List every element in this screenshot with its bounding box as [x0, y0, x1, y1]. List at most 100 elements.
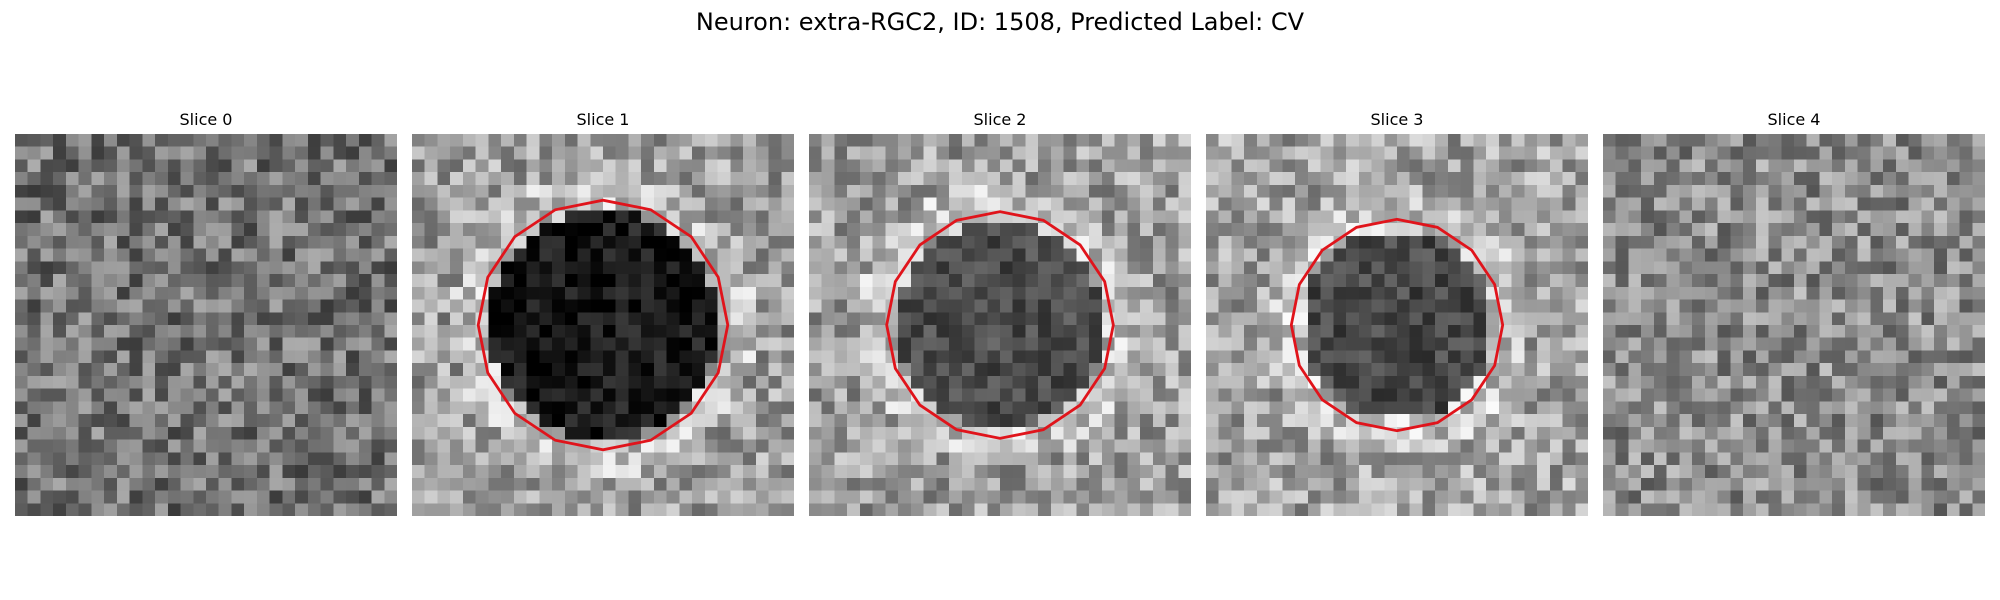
pixel [218, 426, 232, 440]
pixel [1794, 235, 1807, 249]
pixel [269, 146, 283, 160]
pixel [821, 375, 835, 389]
pixel [834, 414, 848, 428]
pixel [1844, 401, 1858, 415]
pixel [1717, 248, 1731, 262]
pixel [1679, 197, 1693, 211]
pixel [1447, 159, 1461, 173]
pixel [1511, 363, 1525, 377]
pixel [1050, 210, 1064, 224]
pixel [244, 490, 258, 504]
pixel [1832, 490, 1846, 504]
pixel [1934, 439, 1948, 453]
pixel [615, 248, 629, 262]
pixel [1549, 363, 1563, 377]
pixel [1486, 325, 1500, 338]
pixel [371, 426, 385, 440]
pixel [1895, 248, 1909, 262]
pixel [653, 299, 667, 313]
pixel [1038, 350, 1052, 364]
pixel [1832, 299, 1846, 313]
pixel [1959, 503, 1973, 516]
pixel [872, 414, 886, 428]
pixel [437, 159, 451, 173]
pixel [1883, 248, 1897, 262]
pixel [1114, 426, 1128, 440]
pixel [1076, 363, 1090, 377]
pixel [218, 388, 232, 402]
pixel [15, 439, 28, 453]
pixel [1934, 503, 1948, 516]
pixel [256, 414, 270, 428]
pixel [320, 159, 334, 173]
pixel [1641, 261, 1655, 275]
pixel [1295, 134, 1309, 147]
pixel [206, 426, 219, 440]
pixel [834, 235, 848, 249]
pixel [78, 159, 92, 173]
pixel [1140, 477, 1154, 491]
pixel [1537, 452, 1551, 466]
pixel [1666, 134, 1680, 147]
pixel [1422, 248, 1436, 262]
pixel [1089, 452, 1103, 466]
pixel [1615, 159, 1629, 173]
pixel [1295, 337, 1309, 351]
pixel [167, 210, 181, 224]
pixel [40, 197, 54, 211]
pixel [1025, 337, 1039, 351]
pixel [1844, 325, 1858, 338]
slice-title: Slice 3 [1370, 110, 1424, 129]
pixel [1244, 439, 1258, 453]
pixel [666, 235, 680, 249]
pixel [564, 248, 578, 262]
slice-title: Slice 2 [973, 110, 1027, 129]
pixel [1178, 299, 1191, 313]
pixel [1972, 210, 1985, 224]
pixel [704, 299, 718, 313]
pixel [1498, 248, 1512, 262]
pixel [987, 477, 1001, 491]
pixel [1641, 426, 1655, 440]
pixel [1819, 223, 1833, 237]
pixel [1206, 197, 1219, 211]
pixel [1730, 363, 1744, 377]
pixel [1050, 490, 1064, 504]
pixel [1269, 375, 1283, 389]
pixel [193, 401, 207, 415]
pixel [743, 223, 757, 237]
pixel [1743, 439, 1757, 453]
pixel [1959, 465, 1973, 479]
pixel [1231, 363, 1245, 377]
pixel [282, 235, 296, 249]
pixel [1498, 439, 1512, 453]
pixel [603, 490, 616, 504]
pixel [1165, 159, 1179, 173]
pixel [1089, 401, 1103, 415]
pixel [1101, 503, 1115, 516]
pixel [1000, 159, 1013, 173]
pixel [1603, 477, 1616, 491]
pixel [1730, 184, 1744, 198]
pixel [1409, 375, 1423, 389]
pixel [577, 261, 591, 275]
pixel [1295, 223, 1309, 237]
pixel [1603, 184, 1616, 198]
pixel [206, 159, 219, 173]
pixel [1806, 286, 1820, 300]
pixel [295, 477, 309, 491]
pixel [1000, 223, 1013, 237]
pixel [1794, 312, 1807, 326]
pixel [590, 299, 604, 313]
pixel [641, 337, 655, 351]
pixel [1844, 235, 1858, 249]
pixel [244, 363, 258, 377]
pixel [180, 286, 194, 300]
pixel [974, 452, 988, 466]
pixel [244, 401, 258, 415]
pixel [1295, 261, 1309, 275]
pixel [1307, 223, 1321, 237]
pixel [590, 350, 604, 364]
pixel [1704, 184, 1718, 198]
pixel [768, 337, 782, 351]
